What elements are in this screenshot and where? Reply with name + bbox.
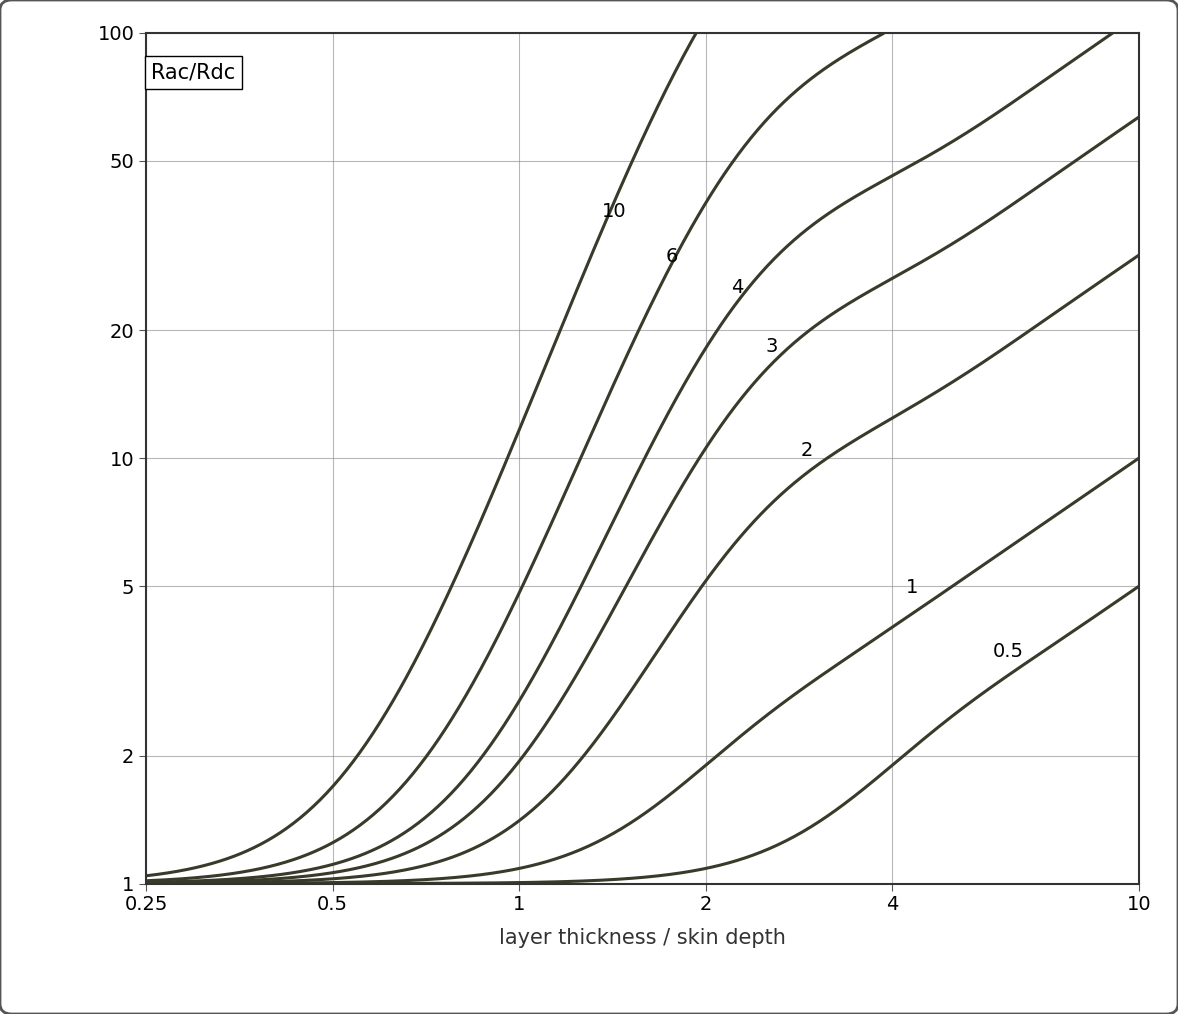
X-axis label: layer thickness / skin depth: layer thickness / skin depth [499,928,786,948]
Text: 10: 10 [602,202,627,221]
Text: Rac/Rdc: Rac/Rdc [152,63,236,83]
Text: 0.5: 0.5 [992,642,1024,660]
Text: 4: 4 [732,279,743,297]
Text: 2: 2 [801,441,814,459]
Text: 3: 3 [766,337,779,356]
Text: 6: 6 [666,246,677,266]
Text: 1: 1 [906,578,918,597]
